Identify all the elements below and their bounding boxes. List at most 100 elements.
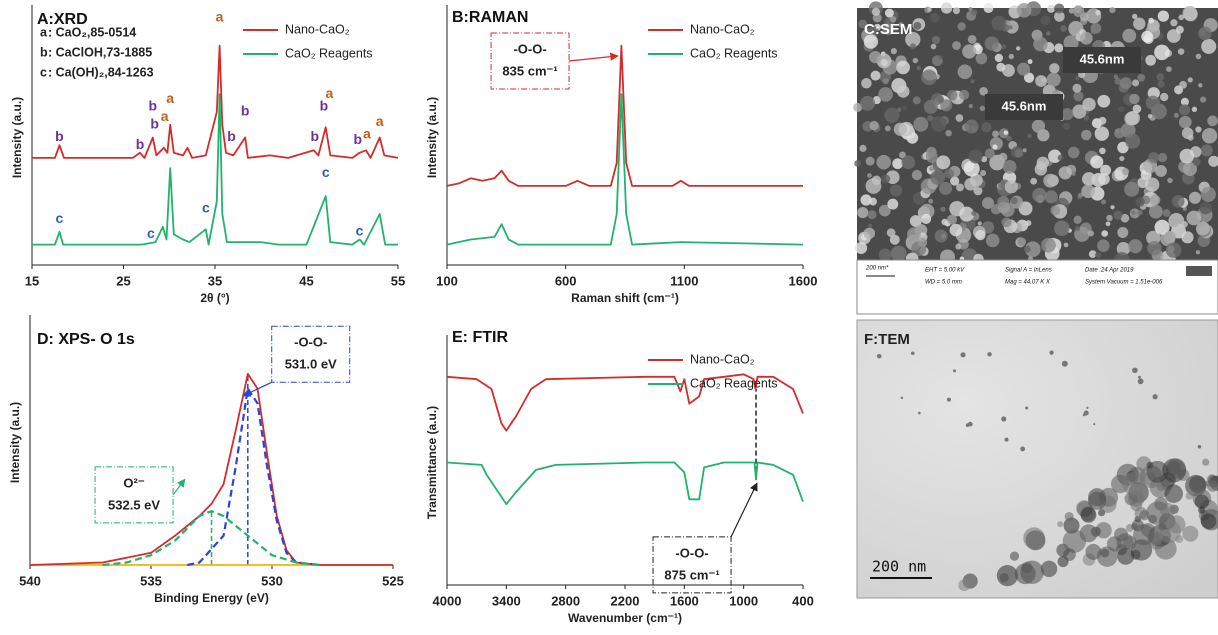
grain bbox=[1026, 220, 1032, 226]
grain bbox=[1119, 156, 1124, 161]
grain bbox=[1096, 188, 1100, 192]
x-tick-label: 535 bbox=[140, 573, 162, 588]
grain bbox=[1099, 148, 1106, 155]
grain bbox=[1074, 226, 1080, 232]
grain bbox=[864, 228, 875, 239]
grain bbox=[910, 43, 916, 49]
grain bbox=[1113, 211, 1122, 220]
grain bbox=[890, 184, 902, 196]
grain bbox=[1063, 123, 1070, 130]
grain bbox=[871, 71, 881, 81]
peak-label: b bbox=[241, 103, 250, 119]
grain bbox=[1202, 128, 1217, 143]
grain bbox=[1032, 120, 1045, 133]
grain bbox=[992, 144, 997, 149]
grain bbox=[1003, 160, 1017, 174]
grain bbox=[1110, 205, 1114, 209]
grain bbox=[1141, 31, 1153, 43]
grain bbox=[921, 214, 931, 224]
grain bbox=[971, 79, 975, 83]
grain bbox=[932, 36, 940, 44]
particle bbox=[918, 412, 921, 415]
grain bbox=[1109, 7, 1115, 13]
grain bbox=[897, 85, 910, 98]
grain bbox=[1054, 220, 1069, 235]
peak-label: b bbox=[136, 136, 145, 152]
grain bbox=[1033, 37, 1047, 51]
grain bbox=[1017, 237, 1026, 246]
x-tick-label: 35 bbox=[208, 273, 222, 288]
grain bbox=[945, 130, 952, 137]
grain bbox=[1179, 116, 1192, 129]
grain bbox=[985, 148, 995, 158]
grain bbox=[927, 7, 931, 11]
grain bbox=[1060, 25, 1067, 32]
grain bbox=[1095, 252, 1101, 258]
grain bbox=[1080, 32, 1093, 45]
grain bbox=[918, 238, 927, 247]
grain bbox=[1129, 94, 1139, 104]
particle bbox=[1201, 514, 1217, 530]
y-axis-label: Intensity (a.u.) bbox=[425, 97, 439, 178]
grain bbox=[976, 53, 988, 65]
grain bbox=[1198, 27, 1212, 41]
grain bbox=[1095, 126, 1109, 140]
grain bbox=[1176, 26, 1184, 34]
grain bbox=[978, 221, 982, 225]
grain bbox=[969, 149, 983, 163]
grain bbox=[930, 170, 945, 185]
grain bbox=[1133, 104, 1142, 113]
grain bbox=[1061, 108, 1073, 120]
grain bbox=[1207, 116, 1218, 127]
legend-label: CaO₂ Reagents bbox=[285, 46, 373, 60]
particle bbox=[1025, 407, 1028, 410]
grain bbox=[935, 229, 948, 242]
grain bbox=[953, 7, 960, 14]
grain bbox=[1163, 231, 1175, 243]
grain bbox=[1196, 222, 1210, 236]
grain bbox=[1090, 155, 1103, 168]
grain bbox=[1181, 231, 1193, 243]
grain bbox=[1166, 242, 1182, 258]
grain bbox=[1167, 178, 1172, 183]
grain bbox=[1158, 10, 1169, 21]
particle bbox=[953, 369, 956, 372]
grain bbox=[881, 174, 890, 183]
grain bbox=[887, 199, 898, 210]
particle bbox=[1020, 447, 1025, 452]
figure: C:SEM 45.6nm 45.6nm 200 nm* EHT = 5.00 k… bbox=[0, 0, 1218, 635]
grain bbox=[936, 155, 950, 169]
grain bbox=[1199, 202, 1212, 215]
chart-title: E: FTIR bbox=[452, 329, 508, 346]
x-tick-label: 600 bbox=[555, 273, 577, 288]
grain bbox=[1106, 215, 1112, 221]
grain bbox=[1195, 126, 1201, 132]
grain bbox=[985, 36, 999, 50]
grain bbox=[1015, 149, 1024, 158]
grain bbox=[939, 55, 943, 59]
particle bbox=[1088, 492, 1106, 510]
x-tick-label: 540 bbox=[19, 573, 41, 588]
grain bbox=[1150, 195, 1160, 205]
legend-label: Nano-CaO₂ bbox=[690, 22, 755, 36]
tem-panel: F:TEM 200 nm bbox=[857, 320, 1218, 598]
x-axis-label: 2θ (°) bbox=[200, 291, 229, 305]
grain bbox=[866, 178, 882, 194]
particle bbox=[1005, 438, 1009, 442]
grain bbox=[1075, 76, 1079, 80]
grain bbox=[1179, 104, 1190, 115]
legend-label: CaO₂ Reagents bbox=[690, 376, 778, 390]
grain bbox=[928, 199, 933, 204]
particle bbox=[1186, 492, 1193, 499]
grain bbox=[1045, 190, 1058, 203]
peak-label: b bbox=[353, 131, 362, 147]
grain bbox=[1010, 197, 1017, 204]
grain bbox=[1124, 182, 1139, 197]
grain bbox=[921, 70, 937, 86]
grain bbox=[931, 44, 937, 50]
callout-text: -O-O- bbox=[675, 545, 708, 560]
grain bbox=[866, 157, 875, 166]
meta: WD = 5.0 mm bbox=[925, 280, 962, 286]
size-label: 45.6nm bbox=[1080, 51, 1125, 66]
grain bbox=[869, 51, 881, 63]
